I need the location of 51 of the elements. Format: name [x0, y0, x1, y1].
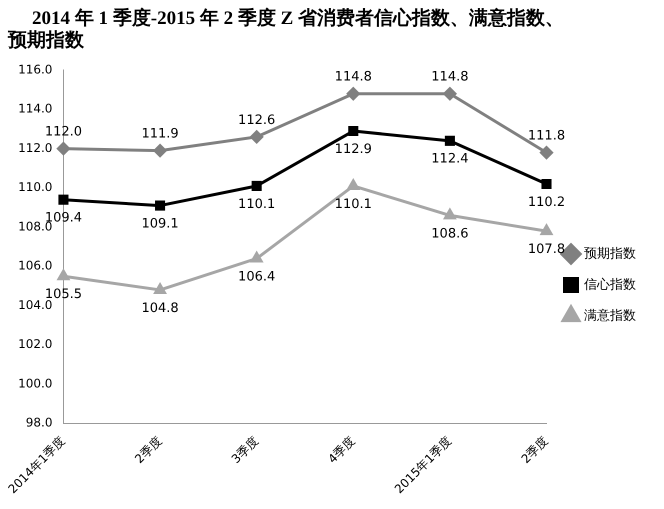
y-tick-label: 116.0 — [18, 62, 52, 76]
point — [58, 270, 70, 280]
point — [444, 136, 455, 146]
data-label: 111.9 — [141, 126, 179, 142]
point — [155, 200, 166, 211]
point — [443, 87, 456, 100]
data-label: 114.8 — [431, 70, 468, 85]
point — [250, 252, 262, 263]
point — [347, 179, 360, 190]
y-tick-label: 106.0 — [18, 258, 52, 273]
data-label: 107.8 — [528, 242, 566, 257]
data-label: 108.6 — [431, 226, 468, 242]
point — [154, 144, 167, 158]
y-tick-label: 112.0 — [18, 140, 52, 155]
point — [541, 178, 552, 190]
y-tick-label: 114.0 — [18, 102, 52, 116]
point — [348, 126, 358, 136]
data-label: 112.6 — [238, 112, 276, 128]
x-tick-label: 4季度 — [325, 434, 358, 466]
data-label: 112.4 — [431, 152, 468, 167]
y-tick-label: 98.0 — [26, 415, 52, 430]
data-label: 112.9 — [334, 142, 372, 157]
data-label: 110.1 — [334, 196, 372, 212]
legend-label: 满意指数 — [584, 308, 636, 324]
y-tick-label: 110.0 — [18, 180, 52, 194]
data-label: 104.8 — [141, 300, 179, 316]
data-label: 110.1 — [238, 196, 276, 212]
data-label: 114.8 — [334, 70, 372, 85]
data-label: 110.2 — [528, 194, 566, 210]
legend-label: 预期指数 — [584, 246, 636, 262]
point — [540, 224, 552, 236]
y-tick-label: 104.0 — [18, 298, 52, 312]
point — [540, 146, 553, 160]
legend-label: 信心指数 — [584, 276, 636, 292]
data-label: 106.4 — [238, 269, 276, 284]
x-tick-label: 3季度 — [228, 434, 261, 466]
point — [58, 194, 68, 205]
x-tick-label: 2季度 — [132, 434, 164, 466]
y-tick-label: 100.0 — [18, 376, 52, 390]
chart-title: 2014 年 1 季度-2015 年 2 季度 Z 省消费者信心指数、满意指数、预期指数 — [8, 8, 565, 52]
y-tick-label: 102.0 — [18, 337, 52, 352]
point — [444, 208, 456, 220]
data-label: 111.8 — [528, 128, 566, 144]
point — [252, 180, 262, 191]
point — [250, 130, 264, 144]
data-label: 109.1 — [141, 216, 179, 232]
x-tick-label: 2季度 — [518, 434, 551, 466]
point — [346, 87, 360, 100]
data-label: 112.0 — [44, 124, 82, 140]
point — [56, 142, 70, 156]
point — [154, 283, 166, 294]
